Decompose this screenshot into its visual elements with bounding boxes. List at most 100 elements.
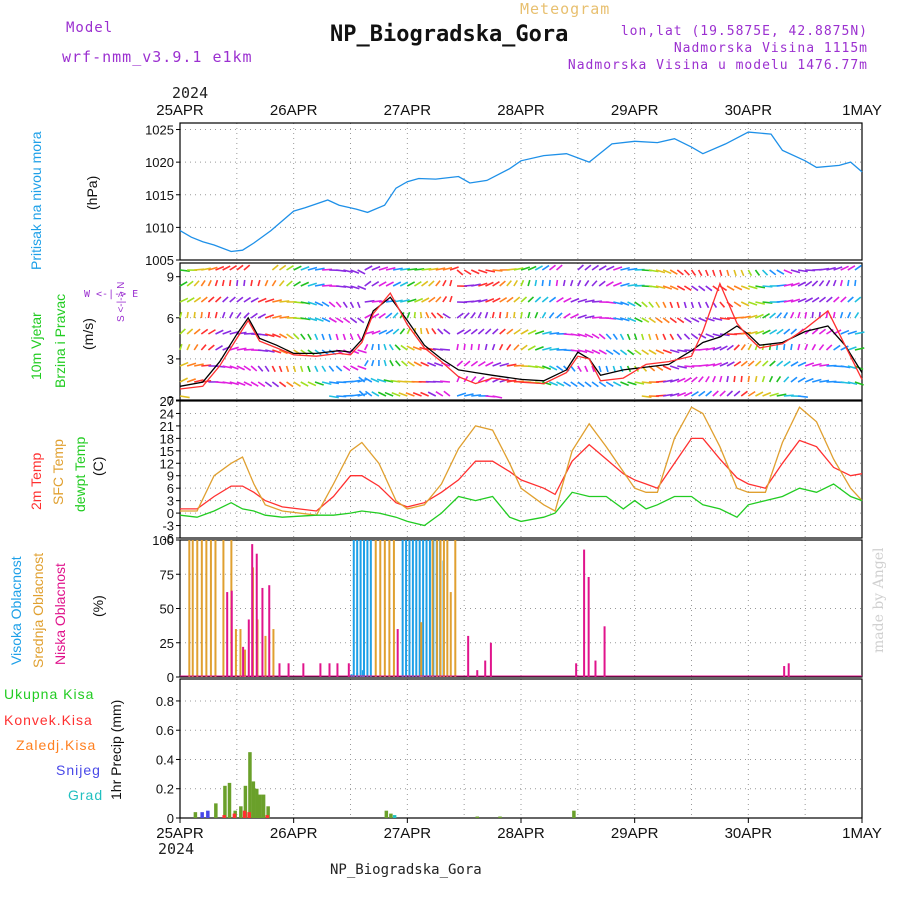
wind-arrow: [272, 314, 282, 319]
wind-arrow: [179, 377, 188, 383]
wind-arrow: [534, 345, 544, 351]
wind-arrow: [584, 264, 592, 271]
wind-arrow: [492, 328, 499, 335]
wind-arrow: [619, 333, 625, 341]
wind-arrow: [414, 268, 425, 271]
wind-arrow: [186, 280, 194, 287]
cloud_cover-bar: [587, 576, 590, 677]
legend-frozen: Zaledj.Kisa: [16, 737, 97, 753]
wind-arrow: [221, 279, 225, 287]
wind-arrow: [250, 279, 253, 287]
wind-compass-we: W <-|-> E: [84, 289, 139, 300]
wind-arrow: [335, 365, 343, 372]
wind-arrow: [534, 279, 538, 287]
wind-arrow: [690, 269, 697, 276]
wind-arrow: [825, 279, 831, 287]
wind-arrow: [705, 375, 710, 383]
wind-arrow: [676, 285, 686, 291]
wind-arrow: [435, 267, 446, 271]
wind-arrow: [406, 281, 416, 287]
wind-arrow: [691, 285, 699, 292]
wind-arrow: [555, 264, 563, 271]
wind-arrow: [425, 327, 430, 335]
wind-arrow: [676, 333, 683, 340]
wind-arrow: [200, 344, 207, 351]
wind-arrow: [400, 267, 411, 271]
wind-arrow: [506, 344, 512, 351]
wind-arrow: [271, 365, 276, 373]
wind-arrow: [271, 279, 277, 287]
pressure-series-0: [179, 131, 863, 253]
wind_speed-series-1: [179, 281, 863, 390]
wind-arrow: [342, 333, 347, 341]
wind-arrow: [634, 349, 642, 356]
wind-arrow: [847, 346, 857, 351]
wind-arrow: [662, 379, 673, 383]
wind-arrow: [847, 296, 854, 303]
wind-arrow: [356, 301, 361, 309]
wind-arrow: [825, 296, 833, 303]
wind-arrow: [336, 269, 347, 273]
wind-arrow: [443, 390, 451, 397]
wind-arrow: [193, 280, 200, 287]
wind-arrow: [371, 300, 382, 303]
wind-arrow: [812, 362, 822, 367]
wind-arrow: [825, 344, 833, 351]
wind-arrow: [456, 360, 464, 367]
time-tick-label-top: 30APR: [725, 102, 773, 119]
cloud_cover-bar: [251, 544, 254, 677]
wind-arrow: [243, 381, 253, 387]
wind-arrow: [258, 333, 268, 337]
wind-arrow: [811, 311, 814, 319]
y-tick-label: 18: [160, 431, 174, 446]
wind-arrow: [612, 365, 616, 373]
wind-arrow: [463, 360, 471, 367]
wind-arrow: [733, 375, 736, 383]
wind-arrow: [534, 311, 539, 319]
wind-arrow: [243, 365, 252, 372]
wind-arrow: [179, 281, 188, 287]
cloud_cover-bar: [408, 540, 411, 677]
wind-arrow: [627, 283, 638, 287]
wind-arrow: [719, 333, 730, 337]
wind-arrow: [492, 362, 502, 367]
time-tick-label-bottom: 25APR: [156, 825, 204, 842]
wind-arrow: [300, 301, 311, 305]
wind-arrow: [414, 280, 422, 287]
wind-arrow: [201, 364, 212, 367]
wind-arrow: [797, 377, 806, 383]
cloud_cover-bar: [442, 540, 445, 677]
wind-arrow: [435, 391, 444, 397]
wind-arrow: [747, 343, 753, 351]
wind-arrow: [214, 311, 218, 319]
cloud_cover-bar: [446, 540, 449, 677]
wind-arrow: [712, 317, 723, 321]
wind-arrow: [350, 393, 361, 397]
wind-arrow: [378, 312, 386, 319]
wind-arrow: [222, 365, 233, 369]
cloud_cover-bar: [415, 540, 418, 677]
wind-arrow: [392, 281, 402, 287]
wind-arrow: [243, 312, 250, 319]
wind-arrow: [748, 285, 758, 290]
wind-arrow: [328, 317, 337, 323]
wind-arrow: [691, 317, 700, 323]
wind-arrow: [811, 296, 820, 303]
wind-arrow: [285, 365, 290, 373]
wind-arrow: [790, 328, 798, 335]
precipitation-bar: [242, 810, 247, 818]
wind-arrow: [350, 317, 358, 324]
wind-arrow: [641, 333, 645, 341]
wind-arrow: [854, 381, 864, 386]
wind-arrow: [477, 311, 482, 319]
precipitation-bar: [200, 812, 204, 818]
y-tick-label: 12: [160, 456, 174, 471]
wind-arrow: [264, 381, 273, 388]
wind-arrow: [250, 365, 258, 372]
wind-arrow: [790, 343, 793, 351]
wind-arrow: [265, 349, 275, 353]
time-tick-label-top: 27APR: [384, 102, 432, 119]
wind-arrow: [669, 333, 675, 341]
wind-arrow: [286, 265, 294, 271]
wind-arrow: [634, 317, 643, 323]
